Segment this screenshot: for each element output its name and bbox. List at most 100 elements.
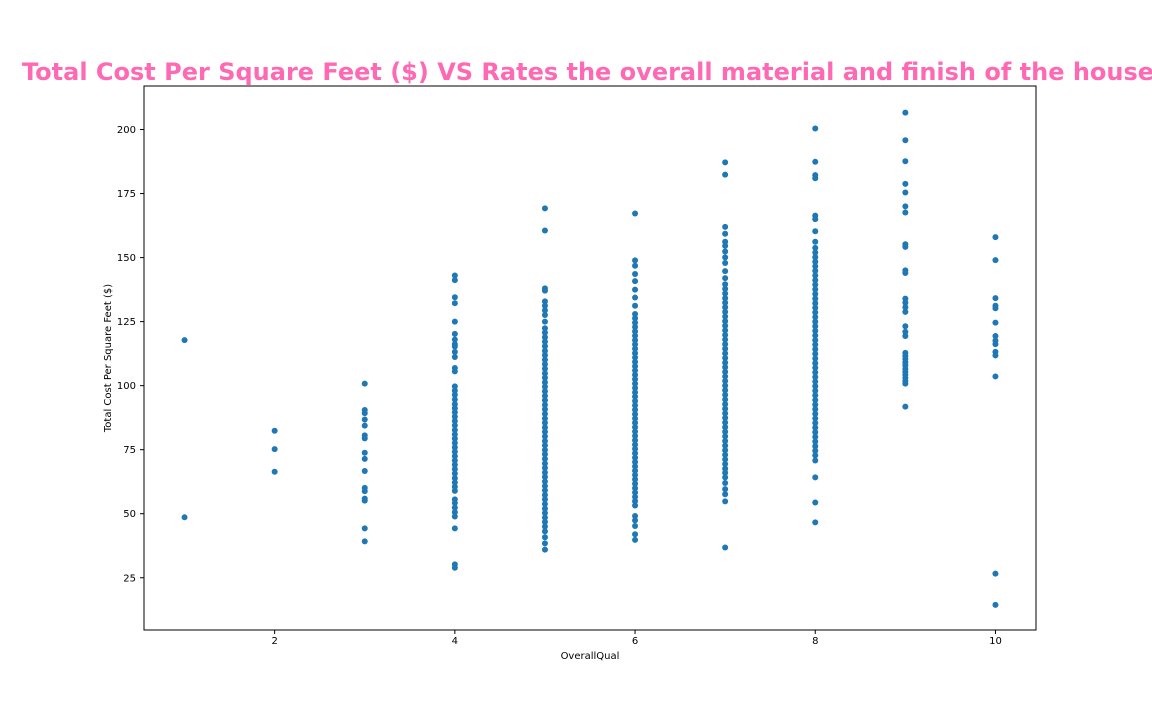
data-point xyxy=(451,483,458,490)
data-point xyxy=(451,453,458,460)
data-point xyxy=(632,302,639,309)
data-point xyxy=(812,429,819,436)
x-tick-label: 8 xyxy=(812,636,818,647)
data-point xyxy=(541,318,548,325)
data-point xyxy=(541,298,548,305)
data-point xyxy=(632,367,639,374)
data-point xyxy=(541,518,548,525)
data-point xyxy=(902,269,909,276)
data-point xyxy=(812,228,819,235)
data-point xyxy=(632,337,639,344)
data-point xyxy=(632,363,639,370)
data-point xyxy=(541,397,548,404)
data-point xyxy=(722,159,729,166)
data-point xyxy=(541,356,548,363)
data-point xyxy=(632,384,639,391)
data-point xyxy=(541,523,548,530)
data-point xyxy=(541,365,548,372)
data-point xyxy=(451,294,458,301)
data-point xyxy=(812,438,819,445)
data-point xyxy=(722,318,729,325)
data-point xyxy=(361,488,368,495)
data-point xyxy=(541,334,548,341)
data-point xyxy=(451,461,458,468)
data-point xyxy=(902,180,909,187)
data-point xyxy=(271,427,278,434)
data-point xyxy=(632,513,639,520)
data-point xyxy=(812,341,819,348)
data-point xyxy=(632,315,639,322)
y-axis-label: Total Cost Per Square Feet ($) xyxy=(103,284,114,433)
data-point xyxy=(451,431,458,438)
data-point xyxy=(812,254,819,261)
data-point xyxy=(632,345,639,352)
data-point xyxy=(541,392,548,399)
data-point xyxy=(632,380,639,387)
data-point xyxy=(812,383,819,390)
data-point xyxy=(722,259,729,266)
data-point xyxy=(541,352,548,359)
data-point xyxy=(451,368,458,375)
data-point xyxy=(722,419,729,426)
data-point xyxy=(992,305,999,312)
data-point xyxy=(632,257,639,264)
data-point xyxy=(722,428,729,435)
y-tick-label: 150 xyxy=(117,253,136,264)
data-point xyxy=(722,281,729,288)
data-point xyxy=(902,403,909,410)
data-point xyxy=(992,257,999,264)
data-point xyxy=(451,336,458,343)
data-point xyxy=(632,450,639,457)
data-point xyxy=(632,411,639,418)
data-point xyxy=(632,402,639,409)
data-point xyxy=(361,449,368,456)
data-point xyxy=(632,454,639,461)
data-point xyxy=(902,332,909,339)
data-point xyxy=(722,275,729,282)
data-point xyxy=(541,514,548,521)
y-tick-label: 125 xyxy=(117,317,136,328)
data-point xyxy=(632,328,639,335)
data-point xyxy=(812,258,819,265)
data-point xyxy=(451,509,458,516)
data-point xyxy=(451,409,458,416)
data-point xyxy=(722,410,729,417)
data-point xyxy=(632,393,639,400)
data-point xyxy=(632,531,639,538)
data-point xyxy=(902,299,909,306)
data-point xyxy=(632,502,639,509)
data-point xyxy=(632,371,639,378)
data-point xyxy=(632,419,639,426)
data-point xyxy=(992,373,999,380)
data-point xyxy=(541,546,548,553)
data-point xyxy=(812,332,819,339)
data-point xyxy=(812,392,819,399)
data-point xyxy=(361,525,368,532)
data-point xyxy=(361,497,368,504)
data-point xyxy=(541,487,548,494)
data-point xyxy=(902,158,909,165)
x-axis-ticks: 2 4 6 8 10 xyxy=(271,630,1002,647)
data-point xyxy=(812,401,819,408)
data-point xyxy=(722,331,729,338)
data-point xyxy=(722,242,729,249)
data-point xyxy=(361,416,368,423)
data-point xyxy=(902,109,909,116)
data-point xyxy=(722,486,729,493)
data-point xyxy=(722,479,729,486)
y-tick-label: 25 xyxy=(123,573,136,584)
data-point xyxy=(812,309,819,316)
data-point xyxy=(812,415,819,422)
data-point xyxy=(451,470,458,477)
data-point xyxy=(632,536,639,543)
data-point xyxy=(451,277,458,284)
data-point xyxy=(632,463,639,470)
data-point xyxy=(541,343,548,350)
data-point xyxy=(541,469,548,476)
data-point xyxy=(992,295,999,302)
data-point xyxy=(632,294,639,301)
data-point xyxy=(722,442,729,449)
data-point xyxy=(722,456,729,463)
data-point xyxy=(632,278,639,285)
data-point xyxy=(722,313,729,320)
